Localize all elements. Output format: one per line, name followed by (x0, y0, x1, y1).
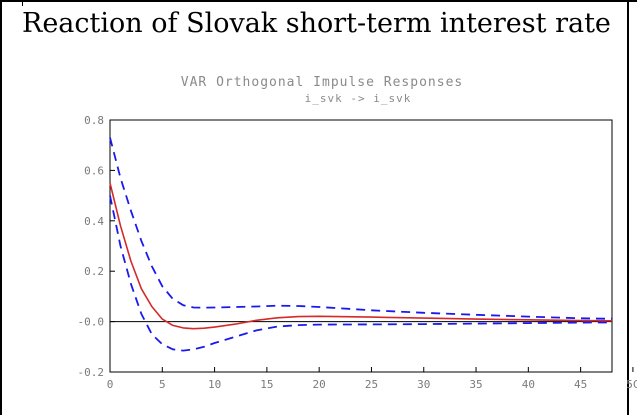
y-tick-label: -0.2 (78, 366, 105, 379)
x-tick-label: 35 (469, 378, 482, 391)
chart-subtitle: i_svk -> i_svk (305, 92, 412, 105)
x-tick-label: 20 (313, 378, 326, 391)
x-tick-label: 30 (417, 378, 430, 391)
lower-band-line (109, 195, 613, 352)
x-tick-label: 10 (208, 378, 221, 391)
y-tick-label: 0.8 (84, 114, 104, 127)
y-tick-label: 0.2 (84, 265, 104, 278)
x-tick-label: 45 (574, 378, 587, 391)
y-tick-label: -0.0 (78, 316, 105, 329)
y-tick-label: 0.6 (84, 164, 104, 177)
response-line (109, 182, 613, 330)
figure-caption: Reaction of Slovak short-term interest r… (22, 8, 611, 39)
y-tick-label: 0.4 (84, 215, 104, 228)
border-top (0, 0, 637, 2)
x-tick-label: 5 (159, 378, 166, 391)
plot-area-frame (109, 119, 613, 373)
border-top-tick (22, 0, 23, 6)
x-tick-label: 25 (365, 378, 378, 391)
border-right (627, 0, 629, 415)
x-tick-label: 5C (626, 378, 637, 391)
x-tick-label: 40 (522, 378, 535, 391)
x-tick-label: 15 (260, 378, 273, 391)
upper-band-line (109, 137, 613, 320)
border-left (0, 0, 2, 415)
x-tick-label: 0 (107, 378, 114, 391)
chart-title: VAR Orthogonal Impulse Responses (181, 75, 463, 90)
